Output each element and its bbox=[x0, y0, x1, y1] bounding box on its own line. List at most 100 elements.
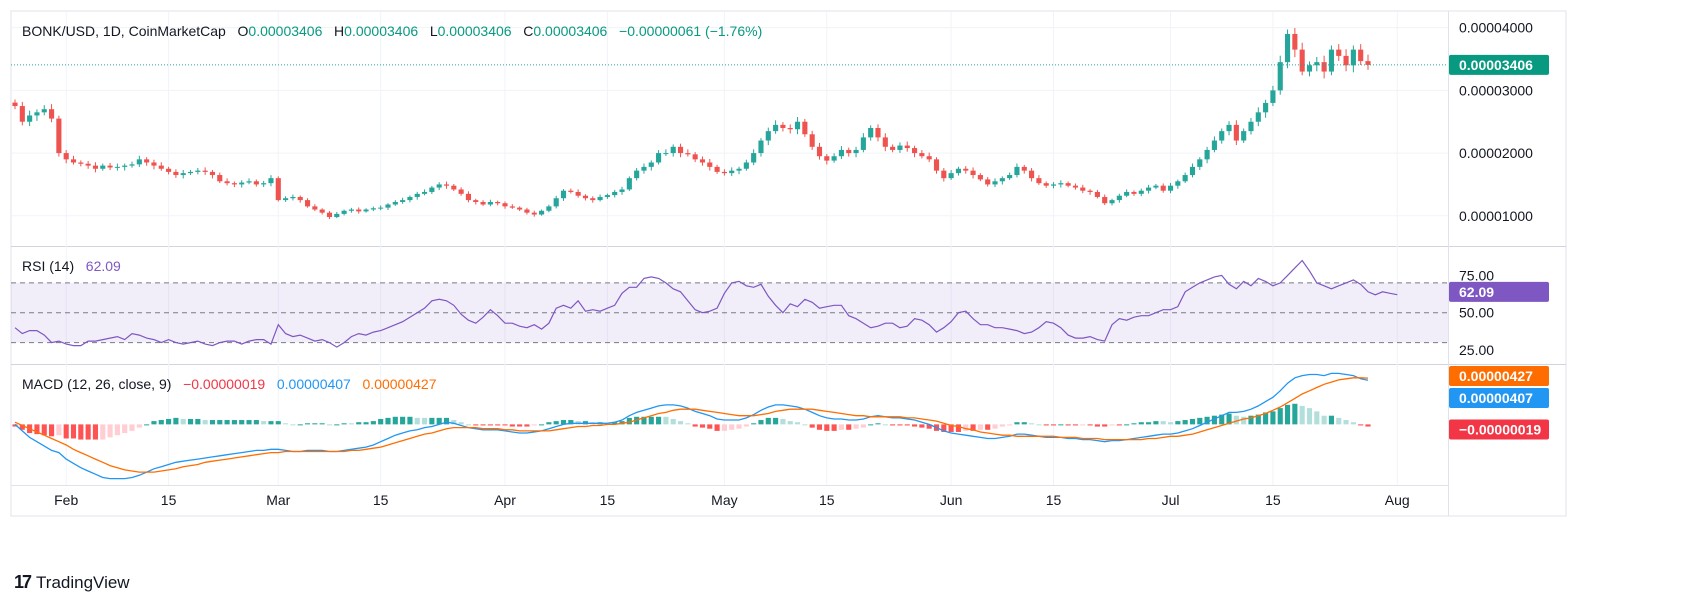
macd-hist-bar bbox=[19, 424, 25, 430]
signal-badge-bg bbox=[1449, 366, 1549, 386]
candle-body bbox=[1131, 191, 1137, 194]
tradingview-footer[interactable]: 17 TradingView bbox=[14, 572, 130, 593]
macd-hist-bar bbox=[809, 424, 815, 428]
macd-hist-bar bbox=[341, 423, 347, 425]
candle-body bbox=[831, 156, 837, 161]
macd-hist-bar bbox=[1365, 424, 1371, 427]
candle-body bbox=[114, 166, 120, 168]
candle-body bbox=[758, 140, 764, 154]
candle-body bbox=[1321, 62, 1327, 72]
rsi-series bbox=[14, 259, 1398, 348]
candle-body bbox=[743, 162, 749, 169]
macd-hist-bar bbox=[1094, 424, 1100, 427]
macd-hist-bar bbox=[34, 424, 40, 435]
macd-hist-bar bbox=[736, 424, 742, 429]
macd-hist-bar bbox=[1102, 424, 1108, 427]
candle-body bbox=[707, 162, 713, 167]
candle-body bbox=[531, 212, 537, 215]
candle-body bbox=[933, 159, 940, 171]
macd-hist-bar bbox=[531, 424, 537, 426]
candle-body bbox=[334, 213, 340, 218]
macd-hist-bar bbox=[1058, 424, 1064, 426]
candle-body bbox=[941, 170, 947, 179]
candle-body bbox=[239, 182, 245, 185]
candle-body bbox=[963, 168, 969, 171]
candle-body bbox=[34, 112, 40, 116]
macd-hist-bar bbox=[326, 424, 333, 426]
candle-body bbox=[1065, 183, 1071, 186]
candle-body bbox=[1146, 187, 1152, 191]
macd-hist-bar bbox=[612, 422, 618, 425]
candle-body bbox=[356, 209, 362, 212]
candle-body bbox=[904, 145, 910, 149]
candle-body bbox=[487, 201, 493, 205]
macd-hist-bar bbox=[209, 420, 216, 425]
candle-body bbox=[1138, 190, 1144, 194]
grid bbox=[11, 12, 1448, 485]
candle-body bbox=[202, 170, 208, 172]
candle-body bbox=[919, 153, 925, 157]
candle-body bbox=[736, 168, 742, 171]
macd-hist-bar bbox=[1146, 422, 1152, 425]
rsi-background-band bbox=[11, 282, 1448, 343]
macd-hist-bar bbox=[195, 418, 201, 425]
macd-hist-bar bbox=[224, 420, 230, 425]
candle-body bbox=[656, 153, 662, 163]
macd-hist-bar bbox=[202, 420, 208, 425]
candle-body bbox=[824, 156, 830, 161]
macd-hist-bar bbox=[765, 417, 771, 425]
macd-hist-bar bbox=[1167, 422, 1174, 425]
macd-hist-bar bbox=[1197, 417, 1203, 425]
macd-hist-bar bbox=[692, 424, 698, 427]
candle-body bbox=[670, 146, 676, 154]
macd-hist-bar bbox=[729, 424, 735, 430]
macd-hist-bar bbox=[1007, 424, 1013, 426]
candle-body bbox=[1175, 181, 1181, 186]
low-value: 0.00003406 bbox=[437, 23, 512, 39]
macd-hist-bar bbox=[400, 416, 406, 425]
candle-body bbox=[612, 191, 618, 196]
macd-hist-bar bbox=[443, 417, 450, 425]
candle-body bbox=[1314, 62, 1320, 66]
candle-body bbox=[107, 165, 113, 168]
candle-body bbox=[1021, 166, 1027, 171]
candle-body bbox=[136, 159, 142, 165]
candle-body bbox=[568, 190, 574, 192]
candle-body bbox=[1263, 102, 1269, 113]
macd-hist-bar bbox=[677, 421, 684, 425]
macd-hist-bar bbox=[480, 424, 486, 426]
close-value: 0.00003406 bbox=[533, 23, 608, 39]
candle-body bbox=[451, 185, 457, 190]
macd-hist-bar bbox=[1263, 412, 1269, 425]
macd-hist-bar bbox=[955, 424, 962, 432]
candle-body bbox=[575, 191, 581, 196]
candle-body bbox=[385, 204, 391, 208]
macd-hist-bar bbox=[312, 423, 318, 425]
macd-lines bbox=[14, 372, 1369, 480]
candle-body bbox=[699, 159, 706, 163]
candle-body bbox=[1241, 131, 1247, 141]
time-tick-label: 15 bbox=[819, 492, 835, 508]
last-price-badge-bg bbox=[1449, 54, 1549, 75]
candle-body bbox=[502, 203, 508, 207]
macd-hist-bar bbox=[12, 424, 18, 427]
time-tick-label: 15 bbox=[600, 492, 616, 508]
candle-body bbox=[173, 171, 179, 176]
candle-body bbox=[70, 159, 77, 163]
candle-body bbox=[158, 165, 164, 169]
candle-body bbox=[1219, 131, 1225, 141]
candle-body bbox=[597, 196, 603, 201]
candle-body bbox=[151, 162, 157, 166]
macd-hist-bar bbox=[63, 424, 69, 439]
candle-body bbox=[495, 201, 501, 204]
macd-hist-bar bbox=[1050, 424, 1057, 426]
macd-hist-bar bbox=[1021, 422, 1027, 425]
candle-body bbox=[1284, 33, 1291, 63]
macd-hist-bar bbox=[509, 424, 515, 427]
time-tick-label: May bbox=[711, 492, 737, 508]
macd-hist-bar bbox=[1116, 424, 1122, 426]
macd-hist-bar bbox=[144, 424, 150, 426]
macd-hist-bar bbox=[70, 424, 77, 439]
macd-hist-bar bbox=[1219, 414, 1225, 425]
macd-hist-bar bbox=[239, 420, 245, 425]
